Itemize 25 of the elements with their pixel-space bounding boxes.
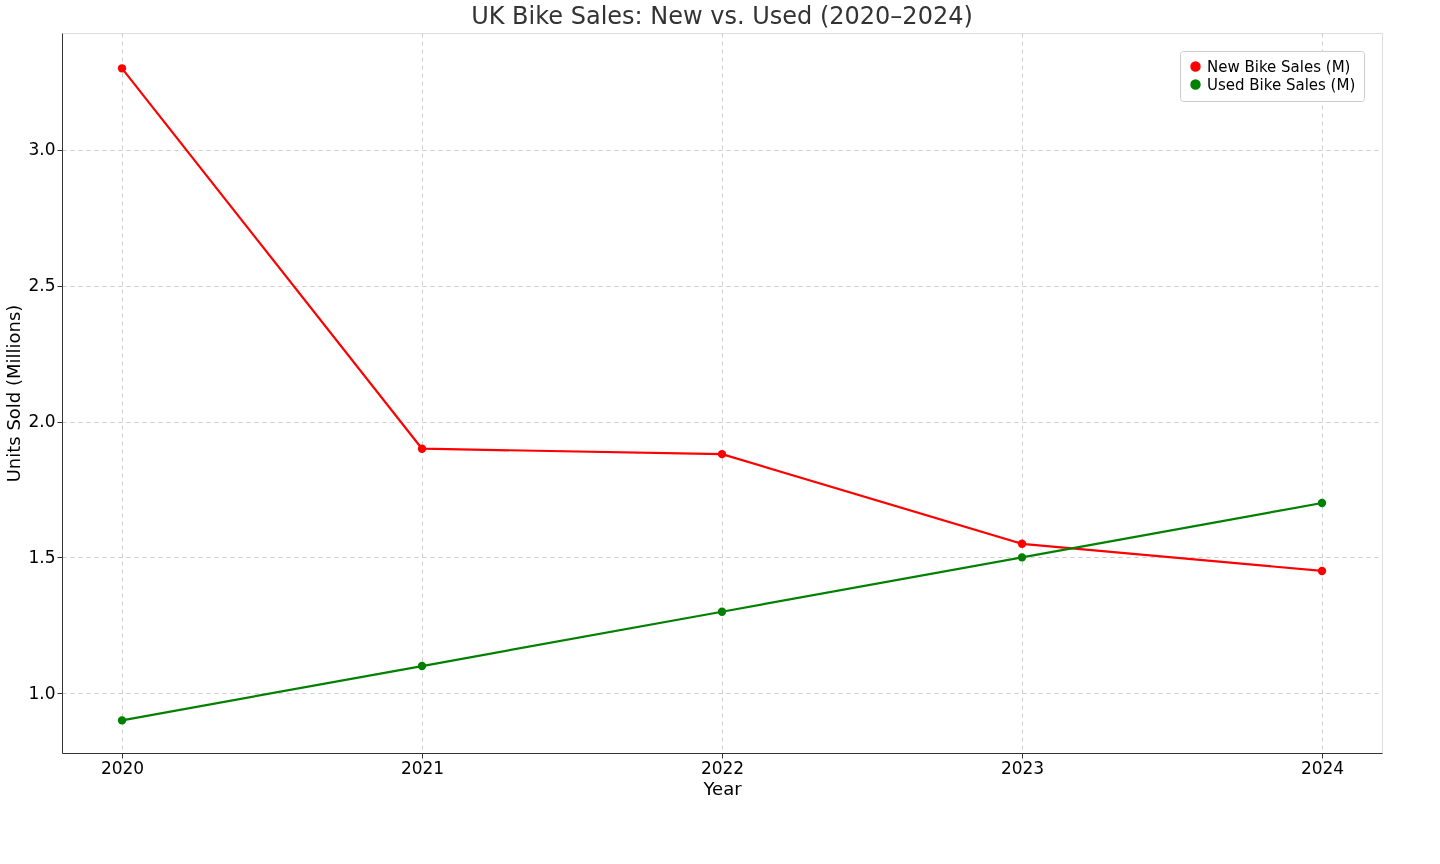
point [1017, 553, 1027, 562]
point [117, 64, 127, 73]
x-axis-title: Year [702, 777, 743, 799]
y-tick-label: 2.5 [28, 275, 56, 296]
x-tick-label: 2024 [1300, 757, 1345, 778]
chart-title: UK Bike Sales: New vs. Used (2020–2024) [471, 2, 973, 30]
x-tick-label: 2020 [100, 757, 145, 778]
point [117, 716, 127, 725]
y-tick-label: 2.0 [28, 411, 56, 432]
point [1317, 498, 1327, 508]
y-tick-label: 3.0 [28, 139, 56, 160]
point [717, 449, 727, 459]
x-tick-label: 2022 [700, 757, 745, 778]
point [417, 444, 427, 453]
point [417, 661, 427, 671]
x-tick-label: 2023 [1000, 757, 1045, 778]
y-tick-label: 1.5 [28, 546, 56, 567]
legend-label: New Bike Sales (M) [1207, 57, 1351, 76]
y-tick-label: 1.0 [28, 682, 56, 703]
point [1017, 539, 1027, 548]
legend-label: Used Bike Sales (M) [1207, 75, 1356, 94]
y-axis-title: Units Sold (Millions) [3, 304, 25, 483]
point [717, 607, 727, 616]
x-tick-label: 2021 [400, 757, 445, 778]
point [1317, 566, 1327, 576]
